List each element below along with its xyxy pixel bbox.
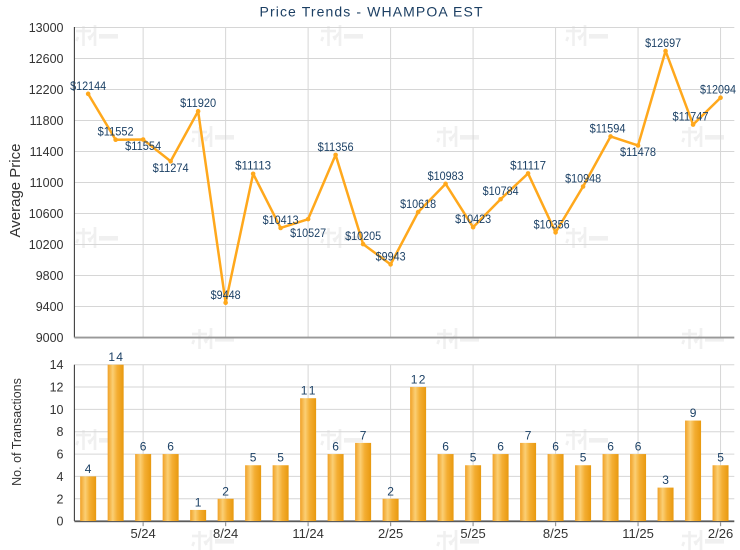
svg-text:$11552: $11552 xyxy=(98,127,134,139)
svg-text:10: 10 xyxy=(50,403,64,417)
svg-text:5: 5 xyxy=(580,451,587,465)
svg-text:$10413: $10413 xyxy=(263,215,299,227)
svg-text:Average Price: Average Price xyxy=(7,144,24,238)
svg-text:Price Trends - WHAMPOA EST: Price Trends - WHAMPOA EST xyxy=(260,4,483,20)
svg-text:1: 1 xyxy=(195,495,202,509)
svg-text:$11478: $11478 xyxy=(620,147,656,159)
svg-text:11/25: 11/25 xyxy=(622,526,654,541)
svg-text:12600: 12600 xyxy=(29,52,64,66)
svg-text:8/24: 8/24 xyxy=(213,526,238,541)
svg-text:5: 5 xyxy=(277,451,284,465)
svg-text:$12094: $12094 xyxy=(700,85,737,97)
svg-text:$11747: $11747 xyxy=(673,112,709,124)
svg-text:5: 5 xyxy=(250,451,257,465)
svg-text:$9448: $9448 xyxy=(211,290,241,302)
svg-text:7: 7 xyxy=(360,428,367,442)
svg-text:2/26: 2/26 xyxy=(708,526,733,541)
svg-text:12: 12 xyxy=(411,373,426,387)
svg-text:6: 6 xyxy=(607,440,614,454)
svg-text:$9943: $9943 xyxy=(376,251,406,263)
svg-text:9: 9 xyxy=(690,406,697,420)
svg-text:6: 6 xyxy=(635,440,642,454)
svg-text:11: 11 xyxy=(301,384,316,398)
svg-text:2: 2 xyxy=(222,484,229,498)
svg-text:$10356: $10356 xyxy=(534,219,570,231)
svg-text:$12144: $12144 xyxy=(70,81,107,93)
svg-text:14: 14 xyxy=(50,358,64,372)
svg-text:6: 6 xyxy=(497,440,504,454)
svg-text:$11594: $11594 xyxy=(590,124,627,136)
svg-text:11/24: 11/24 xyxy=(292,526,324,541)
svg-text:$11113: $11113 xyxy=(235,161,271,173)
svg-text:$11920: $11920 xyxy=(180,98,216,110)
svg-text:11800: 11800 xyxy=(30,114,64,128)
svg-text:9000: 9000 xyxy=(36,331,64,345)
svg-text:$11117: $11117 xyxy=(510,160,546,172)
svg-text:6: 6 xyxy=(167,440,174,454)
svg-text:$11554: $11554 xyxy=(125,141,162,153)
svg-text:10600: 10600 xyxy=(29,207,64,221)
svg-text:10200: 10200 xyxy=(29,238,64,252)
svg-text:4: 4 xyxy=(85,462,92,476)
svg-text:6: 6 xyxy=(442,440,449,454)
svg-text:5: 5 xyxy=(717,451,724,465)
svg-text:12200: 12200 xyxy=(29,83,64,97)
svg-text:$10948: $10948 xyxy=(565,174,601,186)
svg-text:6: 6 xyxy=(57,448,64,462)
svg-text:No. of Transactions: No. of Transactions xyxy=(10,378,24,486)
svg-text:11400: 11400 xyxy=(30,145,64,159)
svg-text:$10618: $10618 xyxy=(400,199,436,211)
svg-text:13000: 13000 xyxy=(29,21,64,35)
svg-text:0: 0 xyxy=(57,515,64,529)
svg-text:5/25: 5/25 xyxy=(460,526,485,541)
svg-text:9400: 9400 xyxy=(36,300,64,314)
svg-text:8/25: 8/25 xyxy=(543,526,568,541)
svg-text:8: 8 xyxy=(57,425,64,439)
svg-text:$12697: $12697 xyxy=(645,38,681,50)
svg-text:6: 6 xyxy=(140,440,147,454)
svg-text:$10983: $10983 xyxy=(428,171,464,183)
svg-text:$10205: $10205 xyxy=(345,231,381,243)
svg-text:2: 2 xyxy=(57,492,64,506)
svg-text:$10423: $10423 xyxy=(455,214,491,226)
svg-text:7: 7 xyxy=(525,428,532,442)
svg-text:12: 12 xyxy=(50,381,64,395)
svg-text:2: 2 xyxy=(387,484,394,498)
svg-text:$10784: $10784 xyxy=(483,186,520,198)
svg-text:3: 3 xyxy=(662,473,669,487)
svg-text:2/25: 2/25 xyxy=(378,526,403,541)
svg-text:$11274: $11274 xyxy=(153,163,190,175)
svg-text:$11356: $11356 xyxy=(318,142,354,154)
svg-text:5: 5 xyxy=(470,451,477,465)
svg-text:9800: 9800 xyxy=(36,269,64,283)
svg-text:5/24: 5/24 xyxy=(130,526,155,541)
svg-text:14: 14 xyxy=(108,350,123,364)
svg-text:6: 6 xyxy=(552,440,559,454)
svg-text:$10527: $10527 xyxy=(290,228,326,240)
svg-text:4: 4 xyxy=(57,470,64,484)
svg-text:6: 6 xyxy=(332,440,339,454)
svg-text:11000: 11000 xyxy=(30,176,64,190)
